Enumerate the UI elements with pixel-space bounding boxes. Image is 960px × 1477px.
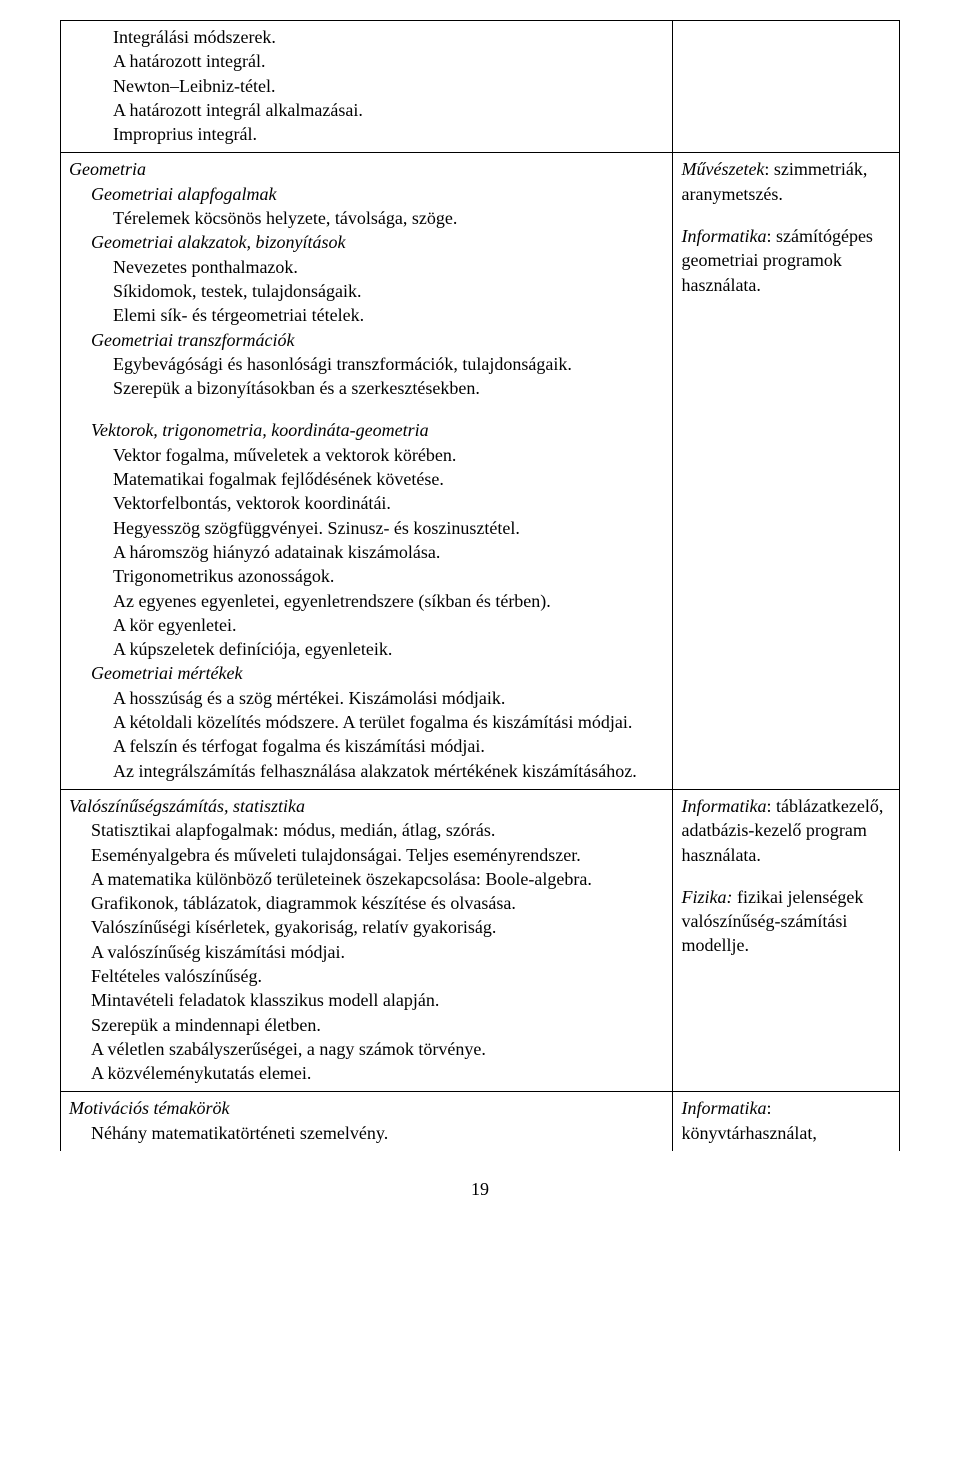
table-row: Motivációs témakörök Néhány matematikatö… (61, 1092, 900, 1151)
text-line: Valószínűségi kísérletek, gyakoriság, re… (69, 915, 664, 939)
subject-label: Informatika (681, 796, 766, 816)
subheading: Geometriai mértékek (69, 661, 664, 685)
table-row: Valószínűségszámítás, statisztika Statis… (61, 789, 900, 1092)
subject-label: Informatika (681, 226, 766, 246)
cell-left: Geometria Geometriai alapfogalmak Térele… (61, 153, 673, 789)
text-line: Integrálási módszerek. (69, 25, 664, 49)
text-line: Matematikai fogalmak fejlődésének követé… (69, 467, 664, 491)
table-row: Geometria Geometriai alapfogalmak Térele… (61, 153, 900, 789)
subheading: Vektorok, trigonometria, koordináta-geom… (69, 418, 664, 442)
text-line: Szerepük a mindennapi életben. (69, 1013, 664, 1037)
cell-left: Motivációs témakörök Néhány matematikatö… (61, 1092, 673, 1151)
cross-ref: Informatika: könyvtárhasználat, (681, 1096, 891, 1145)
text-line: A határozott integrál alkalmazásai. (69, 98, 664, 122)
text-line: Eseményalgebra és műveleti tulajdonságai… (69, 843, 664, 867)
section-heading: Valószínűségszámítás, statisztika (69, 794, 664, 818)
text-line: A felszín és térfogat fogalma és kiszámí… (69, 734, 664, 758)
cell-left: Integrálási módszerek. A határozott inte… (61, 21, 673, 153)
cell-right: Informatika: könyvtárhasználat, (673, 1092, 900, 1151)
text-line: A kör egyenletei. (69, 613, 664, 637)
text-line: A közvéleménykutatás elemei. (69, 1061, 664, 1085)
cell-left: Valószínűségszámítás, statisztika Statis… (61, 789, 673, 1092)
text-line: A kúpszeletek definíciója, egyenleteik. (69, 637, 664, 661)
text-line: A kétoldali közelítés módszere. A terüle… (69, 710, 664, 734)
text-line: Vektorfelbontás, vektorok koordinátái. (69, 491, 664, 515)
cross-ref: Művészetek: szimmetriák, aranymetszés. (681, 157, 891, 206)
subject-label: Művészetek (681, 159, 764, 179)
document-page: Integrálási módszerek. A határozott inte… (0, 0, 960, 1240)
text-line: Feltételes valószínűség. (69, 964, 664, 988)
cross-ref: Fizika: fizikai jelenségek valószínűség-… (681, 885, 891, 958)
text-line: Az egyenes egyenletei, egyenletrendszere… (69, 589, 664, 613)
text-line: A határozott integrál. (69, 49, 664, 73)
text-line: Elemi sík- és térgeometriai tételek. (69, 303, 664, 327)
spacer (681, 867, 891, 885)
text-line: A háromszög hiányzó adatainak kiszámolás… (69, 540, 664, 564)
text-line: Trigonometrikus azonosságok. (69, 564, 664, 588)
text-line: Improprius integrál. (69, 122, 664, 146)
text-line: A valószínűség kiszámítási módjai. (69, 940, 664, 964)
text-line: Grafikonok, táblázatok, diagrammok készí… (69, 891, 664, 915)
section-heading: Motivációs témakörök (69, 1096, 664, 1120)
text-line: Mintavételi feladatok klasszikus modell … (69, 988, 664, 1012)
text-line: Hegyesszög szögfüggvényei. Szinusz- és k… (69, 516, 664, 540)
text-line: A hosszúság és a szög mértékei. Kiszámol… (69, 686, 664, 710)
cell-right: Művészetek: szimmetriák, aranymetszés. I… (673, 153, 900, 789)
text-line: Az integrálszámítás felhasználása alakza… (69, 759, 664, 783)
text-line: Nevezetes ponthalmazok. (69, 255, 664, 279)
cross-ref: Informatika: táblázatkezelő, adatbázis-k… (681, 794, 891, 867)
text-line: Néhány matematikatörténeti szemelvény. (69, 1121, 664, 1145)
text-line: Térelemek köcsönös helyzete, távolsága, … (69, 206, 664, 230)
text-line: Vektor fogalma, műveletek a vektorok kör… (69, 443, 664, 467)
cell-right: Informatika: táblázatkezelő, adatbázis-k… (673, 789, 900, 1092)
cross-ref: Informatika: számítógépes geometriai pro… (681, 224, 891, 297)
subheading: Geometriai transzformációk (69, 328, 664, 352)
spacer (69, 400, 664, 418)
subject-label: Informatika (681, 1098, 766, 1118)
subheading: Geometriai alapfogalmak (69, 182, 664, 206)
text-line: Egybevágósági és hasonlósági transzformá… (69, 352, 664, 376)
text-line: Newton–Leibniz-tétel. (69, 74, 664, 98)
table-row: Integrálási módszerek. A határozott inte… (61, 21, 900, 153)
text-line: A matematika különböző területeinek ösze… (69, 867, 664, 891)
content-table: Integrálási módszerek. A határozott inte… (60, 20, 900, 1151)
text-line: A véletlen szabályszerűségei, a nagy szá… (69, 1037, 664, 1061)
text-line: Szerepük a bizonyításokban és a szerkesz… (69, 376, 664, 400)
subheading: Geometriai alakzatok, bizonyítások (69, 230, 664, 254)
text-line: Síkidomok, testek, tulajdonságaik. (69, 279, 664, 303)
text-line: Statisztikai alapfogalmak: módus, medián… (69, 818, 664, 842)
cell-right (673, 21, 900, 153)
page-number: 19 (60, 1179, 900, 1200)
spacer (681, 206, 891, 224)
subject-label: Fizika: (681, 887, 732, 907)
section-heading: Geometria (69, 157, 664, 181)
